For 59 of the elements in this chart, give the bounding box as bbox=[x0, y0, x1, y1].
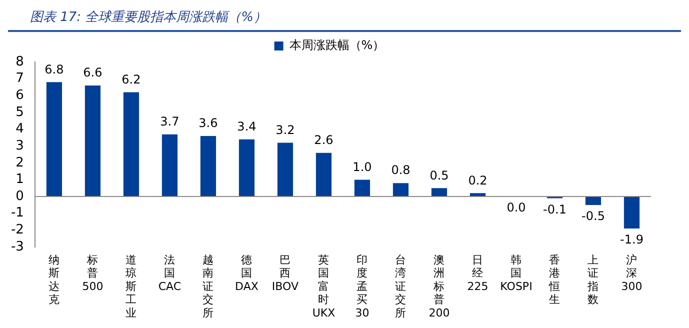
x-tick-label: 上证指数 bbox=[586, 253, 599, 306]
y-tick-label: -3 bbox=[10, 239, 24, 254]
y-tick-label: 3 bbox=[16, 138, 24, 154]
bar bbox=[238, 139, 255, 197]
bar bbox=[84, 86, 101, 197]
data-label: 3.7 bbox=[160, 114, 180, 128]
y-tick-label: 2 bbox=[16, 155, 24, 170]
data-label: 3.2 bbox=[276, 122, 295, 137]
data-label: 1.0 bbox=[352, 160, 372, 174]
data-label: 0.5 bbox=[430, 168, 449, 182]
x-tick-label: 道琼斯工业 bbox=[126, 253, 137, 320]
x-tick-label: 澳洲标普200 bbox=[428, 253, 450, 320]
bar bbox=[624, 196, 640, 228]
data-label: 6.6 bbox=[83, 66, 102, 80]
y-tick-label: 6 bbox=[16, 88, 24, 104]
chart-title: 图表 17: 全球重要股指本周涨跌幅（%） bbox=[8, 8, 681, 32]
x-tick-label: 印度孟买30 bbox=[355, 253, 370, 320]
bar bbox=[354, 180, 370, 197]
x-tick-label: 香港恒生 bbox=[548, 253, 560, 306]
data-label: -0.5 bbox=[582, 209, 605, 224]
data-label: 2.6 bbox=[314, 132, 334, 147]
x-tick-label: 巴西IBOV bbox=[272, 253, 299, 293]
y-tick-label: 8 bbox=[16, 54, 24, 70]
bar bbox=[46, 82, 62, 197]
x-tick-label: 法国CAC bbox=[158, 253, 182, 293]
data-label: 6.8 bbox=[44, 62, 64, 76]
x-tick-label: 日经225 bbox=[467, 253, 488, 293]
y-tick-label: 5 bbox=[16, 104, 24, 120]
y-tick-label: -2 bbox=[10, 222, 24, 238]
data-label: -0.1 bbox=[543, 202, 566, 216]
data-label: 3.4 bbox=[237, 119, 256, 134]
x-tick-label: 沪深300 bbox=[621, 253, 642, 293]
y-tick-label: 4 bbox=[16, 122, 24, 137]
bar bbox=[123, 92, 140, 197]
x-tick-label: 台湾证交所 bbox=[395, 253, 406, 320]
data-label: 6.2 bbox=[122, 72, 141, 86]
y-tick-label: 7 bbox=[16, 71, 24, 86]
x-tick-label: 纳斯达克 bbox=[48, 253, 60, 306]
bar bbox=[585, 196, 602, 205]
x-tick-label: 英国富时UKX bbox=[312, 253, 336, 320]
bar bbox=[392, 183, 409, 197]
bar bbox=[316, 152, 332, 197]
y-tick-label: 1 bbox=[16, 172, 24, 188]
x-tick-label: 德国DAX bbox=[235, 253, 259, 293]
bar bbox=[200, 136, 216, 197]
y-tick-label: 0 bbox=[16, 188, 24, 204]
bar bbox=[162, 134, 178, 197]
bar bbox=[277, 142, 294, 197]
x-tick-label: 标普500 bbox=[82, 253, 104, 293]
x-tick-label: 韩国KOSPI bbox=[500, 253, 532, 293]
data-label: 3.6 bbox=[198, 116, 218, 130]
data-label: 0.0 bbox=[506, 200, 526, 215]
data-label: 0.2 bbox=[468, 173, 488, 188]
legend-label: 本周涨跌幅（%） bbox=[289, 38, 385, 52]
data-label: 0.8 bbox=[391, 163, 410, 178]
x-tick-label: 越南证交所 bbox=[202, 253, 214, 320]
y-tick-label: -1 bbox=[10, 206, 24, 221]
data-label: -1.9 bbox=[620, 232, 644, 247]
bar bbox=[431, 188, 448, 197]
